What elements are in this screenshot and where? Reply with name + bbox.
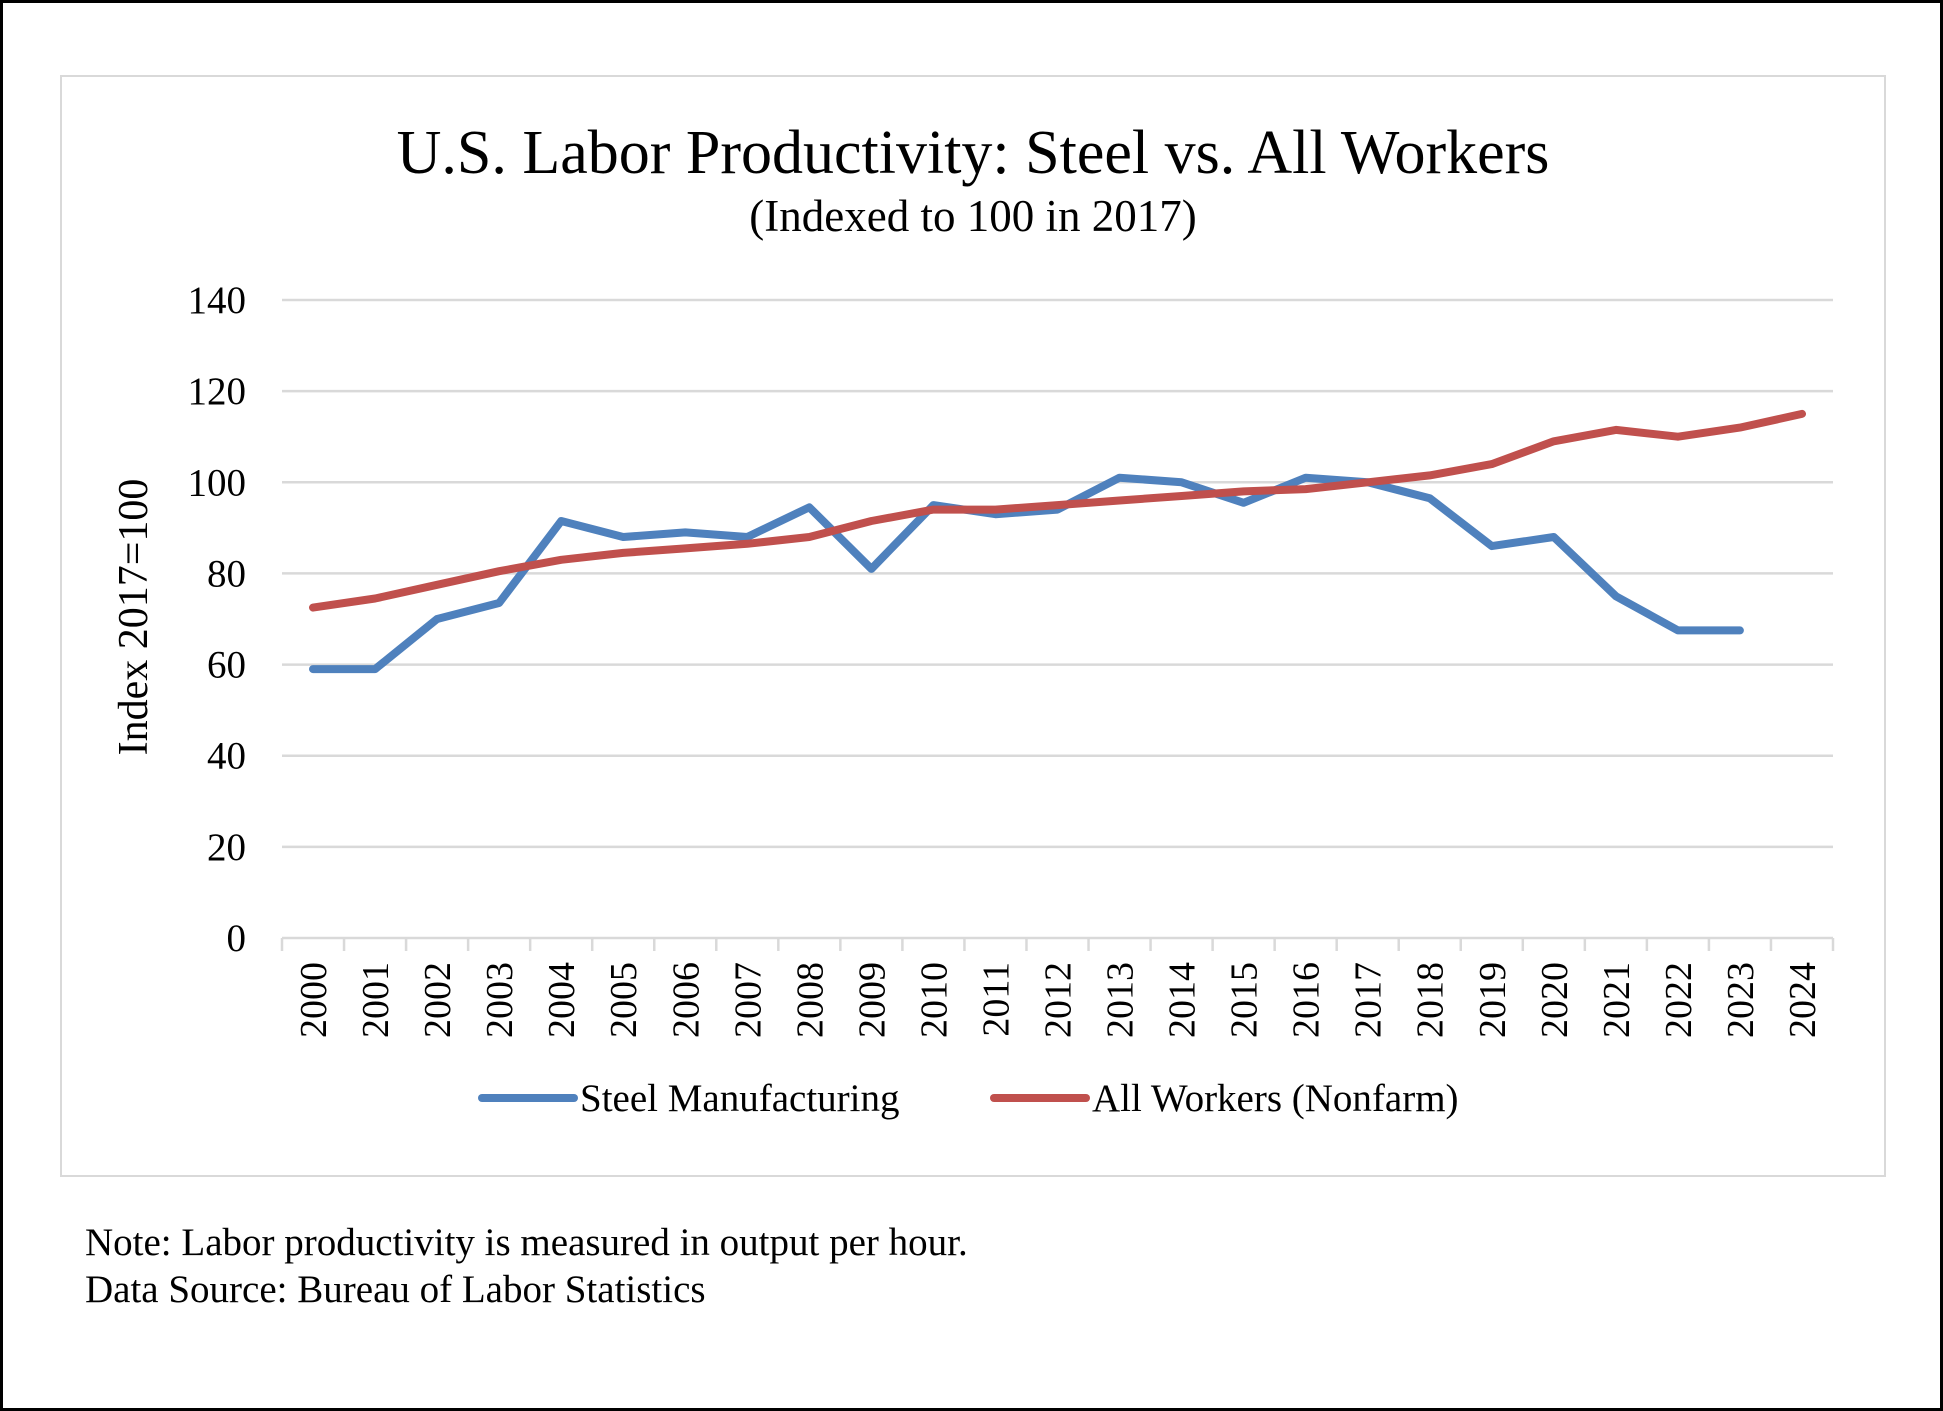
y-tick-label: 0: [227, 917, 247, 960]
source-text: Data Source: Bureau of Labor Statistics: [85, 1268, 706, 1311]
legend-label: Steel Manufacturing: [580, 1077, 899, 1120]
x-tick-label: 2021: [1596, 962, 1638, 1038]
x-tick-label: 2018: [1410, 962, 1452, 1038]
x-tick-label: 2010: [913, 962, 955, 1038]
chart-subtitle: (Indexed to 100 in 2017): [749, 191, 1196, 241]
series-line-all-workers: [309, 409, 1806, 612]
x-tick-label: 2019: [1472, 962, 1514, 1038]
x-tick-label: 2024: [1782, 962, 1824, 1038]
y-tick-label: 60: [207, 644, 246, 687]
legend-label: All Workers (Nonfarm): [1092, 1077, 1459, 1120]
x-tick-label: 2020: [1534, 962, 1576, 1038]
x-tick-label: 2008: [789, 962, 831, 1038]
gridlines: [282, 298, 1833, 849]
x-tick-label: 2007: [727, 962, 769, 1038]
x-tick-labels: 2000 2001 2002 2003 2004 2005 2006 2007 2008 2009…: [293, 962, 1824, 1038]
x-tick-label: 2015: [1224, 962, 1266, 1038]
y-tick-label: 120: [188, 370, 247, 413]
chart-title: U.S. Labor Productivity: Steel vs. All W…: [397, 119, 1550, 187]
footnote: Note: Labor productivity is measured in …: [85, 1219, 968, 1313]
x-tick-label: 2013: [1100, 962, 1142, 1038]
y-tick-label: 80: [207, 552, 246, 595]
y-tick-label: 100: [188, 461, 247, 504]
x-tick-label: 2001: [355, 962, 397, 1038]
x-tick-label: 2003: [479, 962, 521, 1038]
y-tick-label: 20: [207, 826, 246, 869]
x-axis: [280, 936, 1835, 951]
x-tick-label: 2023: [1720, 962, 1762, 1038]
x-tick-label: 2009: [851, 962, 893, 1038]
x-tick-label: 2004: [541, 962, 583, 1038]
y-axis-label: Index 2017=100: [111, 479, 157, 756]
x-tick-label: 2016: [1286, 962, 1328, 1038]
x-tick-label: 2002: [417, 962, 459, 1038]
x-tick-label: 2011: [975, 962, 1017, 1037]
y-tick-labels: 0 20 40 60 80 100 120 140: [188, 279, 247, 960]
x-tick-label: 2005: [603, 962, 645, 1038]
legend: Steel Manufacturing All Workers (Nonfarm): [478, 1077, 1459, 1120]
series-lines: [309, 409, 1806, 674]
y-tick-label: 40: [207, 735, 246, 778]
line-chart: U.S. Labor Productivity: Steel vs. All W…: [111, 119, 1835, 1120]
x-tick-label: 2017: [1348, 962, 1390, 1038]
x-tick-label: 2014: [1162, 962, 1204, 1038]
x-tick-label: 2012: [1038, 962, 1080, 1038]
y-tick-label: 140: [188, 279, 247, 322]
series-line-steel: [309, 473, 1744, 674]
note-text: Note: Labor productivity is measured in …: [85, 1221, 968, 1264]
x-tick-label: 2006: [665, 962, 707, 1038]
x-tick-label: 2022: [1658, 962, 1700, 1038]
x-tick-label: 2000: [293, 962, 335, 1038]
chart-area: U.S. Labor Productivity: Steel vs. All W…: [60, 75, 1886, 1177]
